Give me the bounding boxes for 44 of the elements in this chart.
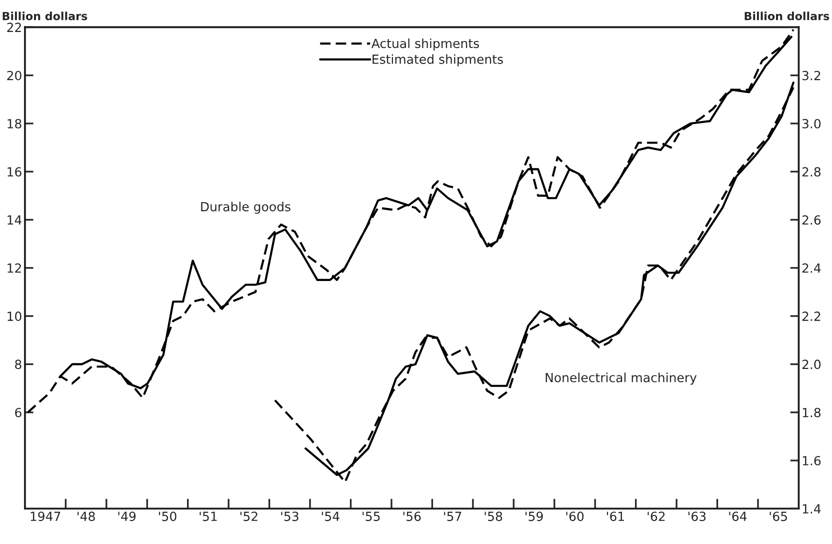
x-tick-label: '61 [606,512,624,522]
y2-tick-label: 3.2 [802,70,820,80]
y2-tick-label: 3.0 [802,118,821,128]
x-tick-label: '64 [729,512,747,522]
x-tick-label: '63 [688,512,706,522]
y-axis-title: Billion dollars [2,12,88,20]
y2-tick-label: 2.6 [802,215,821,225]
x-tick-label: '49 [118,512,136,522]
x-tick-label: '56 [403,512,421,522]
y2-tick-label: 2.2 [802,312,820,321]
y2-tick-label: 2.8 [802,167,821,177]
x-tick-label: '65 [770,512,787,522]
y2-tick-label: 1.6 [802,456,821,466]
y2-tick-label: 2.0 [802,360,821,370]
y-tick-label: 6 [15,408,22,418]
x-tick-label: '55 [362,512,380,522]
x-tick-label: '60 [566,512,584,522]
x-tick-label: '54 [322,512,340,522]
x-tick-label: '53 [281,512,298,522]
x-tick-label: '57 [444,512,462,522]
y-tick-label: 14 [8,215,22,225]
legend-label: Estimated shipments [372,54,503,66]
x-tick-label: '50 [159,512,176,522]
x-tick-label: '59 [526,512,543,522]
legend-label: Actual shipments [371,38,479,51]
y-tick-label: 12 [8,263,21,273]
y-tick-label: 22 [7,22,21,32]
x-tick-label: '58 [484,512,502,522]
x-tick-label: '62 [648,512,665,522]
x-tick-label: '51 [200,512,217,522]
annotation: Durable goods [201,202,290,214]
y-tick-label: 16 [8,167,22,177]
y2-tick-label: 1.8 [802,408,821,418]
annotation: Nonelectrical machinery [546,372,697,385]
x-tick-label: '48 [78,512,95,522]
y2-tick-label: 1.4 [802,504,821,514]
y-tick-label: 8 [15,360,22,370]
y2-axis-title: Billion dollars [744,12,830,20]
x-tick-label: '52 [240,512,258,522]
x-tick-label: 1947 [30,512,60,522]
y-tick-label: 10 [8,312,22,321]
y-tick-label: 18 [8,118,22,128]
y-tick-label: 20 [7,70,22,80]
y2-tick-label: 2.4 [802,263,821,273]
